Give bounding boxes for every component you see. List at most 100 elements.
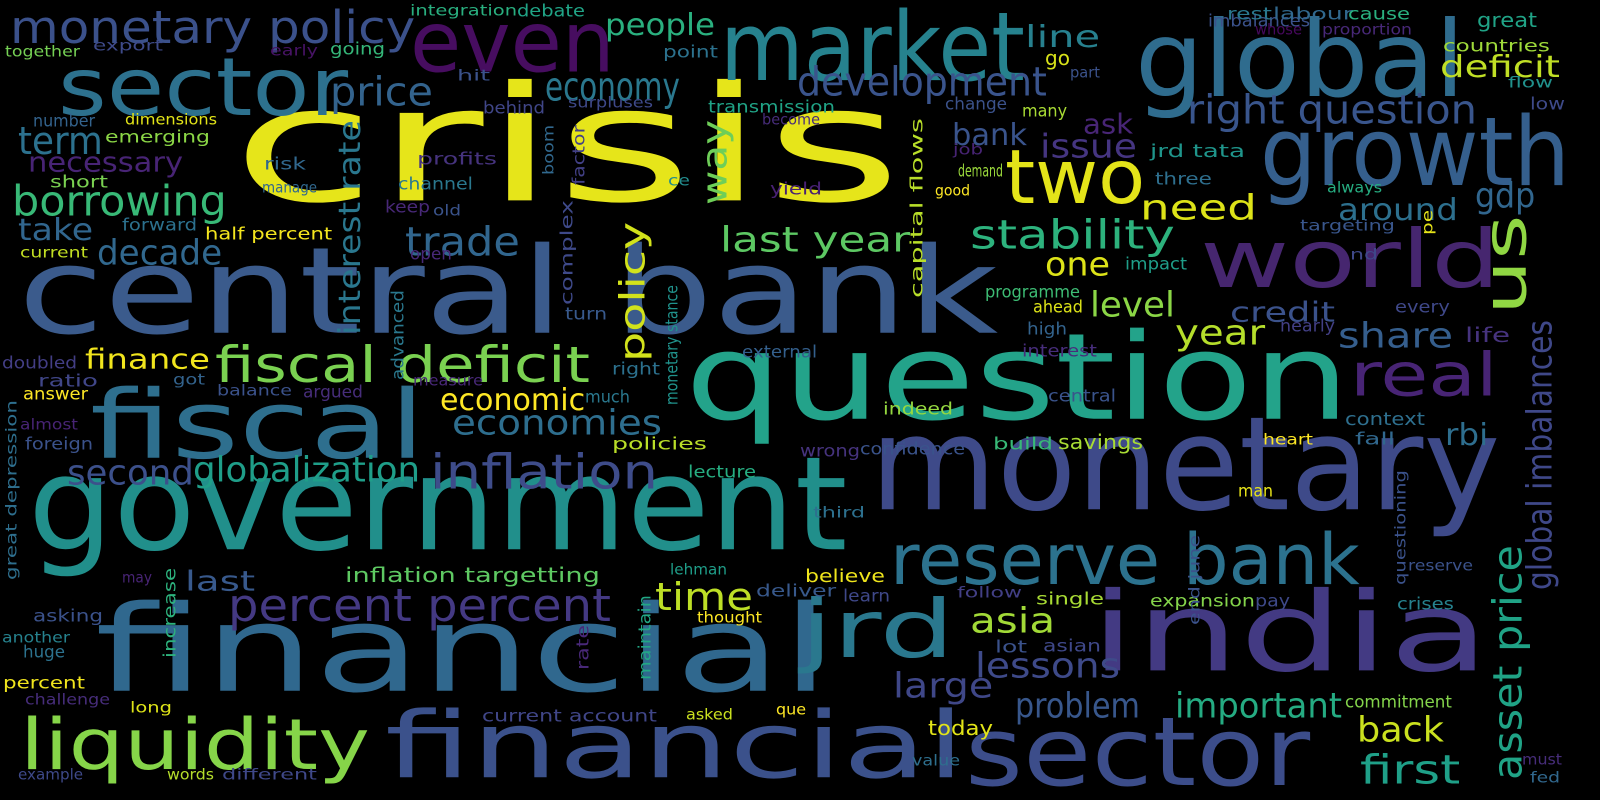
word-liquidity: liquidity [20, 703, 370, 786]
word-borrowing: borrowing [12, 176, 227, 226]
word-que: que [776, 700, 807, 719]
word-last: last [185, 564, 256, 598]
word-almost: almost [20, 415, 78, 434]
word-learn: learn [843, 585, 891, 606]
word-whose: whose [1255, 20, 1302, 39]
word-interest: interest [1022, 340, 1097, 361]
word-percent-percent: percent percent [228, 578, 611, 632]
word-inflation: inflation [430, 443, 658, 500]
word-decade: decade [97, 231, 223, 273]
word-confidence: confidence [860, 438, 966, 459]
word-may: may [122, 568, 152, 587]
word-issue: issue [1040, 127, 1137, 166]
word-bank: bank [952, 117, 1028, 153]
word-global-imbalances: global imbalances [1518, 320, 1560, 590]
word-lecture: lecture [688, 461, 757, 482]
word-believe: believe [805, 565, 885, 587]
word-monetary-stance: monetary stance [661, 285, 682, 405]
word-take: take [18, 212, 94, 248]
word-commitment: commitment [1345, 691, 1452, 712]
word-transmission: transmission [708, 96, 835, 117]
word-value: value [912, 751, 961, 770]
word-percent: percent [3, 672, 86, 693]
word-sector: sector [58, 40, 349, 135]
word-asking: asking [33, 605, 103, 626]
word-second: second [67, 451, 194, 493]
word-globalization: globalization [193, 448, 421, 490]
word-pay: pay [1255, 590, 1290, 611]
word-rbi: rbi [1445, 417, 1489, 453]
word-year: year [1175, 311, 1266, 353]
word-ask: ask [1083, 107, 1134, 141]
word-ahead: ahead [1033, 296, 1083, 317]
word-today: today [928, 716, 994, 740]
word-reserve-bank: reserve bank [890, 518, 1360, 601]
word-example: example [18, 765, 84, 784]
word-last-year: last year [720, 218, 911, 260]
word-current: current [20, 243, 88, 262]
word-around: around [1338, 192, 1458, 228]
word-profits: profits [417, 148, 497, 169]
word-important: important [1175, 684, 1343, 726]
word-factor: factor [568, 125, 589, 185]
word-deliver: deliver [756, 580, 837, 601]
word-must: must [1522, 750, 1563, 769]
word-export: export [93, 36, 163, 55]
word-way: way [693, 119, 735, 205]
word-trade: trade [405, 218, 520, 266]
word-central-bank: central bank [18, 221, 999, 362]
word-every: every [1395, 296, 1450, 317]
word-back: back [1357, 708, 1444, 750]
word-indeed: indeed [883, 398, 954, 419]
word-boom: boom [539, 124, 558, 175]
word-problem: problem [1015, 684, 1140, 726]
word-emerging: emerging [105, 126, 210, 147]
word-half-percent: half percent [205, 223, 333, 244]
word-job: job [953, 140, 984, 159]
word-manage: manage [262, 178, 318, 197]
word-crisis: crisis [232, 51, 902, 239]
word-nd: nd [1350, 245, 1378, 264]
word-growth: growth [1260, 96, 1570, 208]
word-policies: policies [612, 433, 707, 454]
word-many: many [1022, 100, 1068, 121]
word-always: always [1327, 178, 1383, 197]
word-high: high [1027, 318, 1068, 339]
word-pe: pe [1418, 210, 1437, 235]
word-dimensions: dimensions [125, 110, 218, 129]
word-fall: fall [1355, 428, 1396, 449]
word-cause: cause [1348, 3, 1411, 24]
word-people: people [605, 7, 715, 43]
word-finance: finance [85, 342, 210, 376]
word-go: go [1045, 46, 1070, 70]
word-become: become [762, 110, 821, 129]
word-programme: programme [985, 281, 1080, 302]
word-countries: countries [1443, 35, 1550, 56]
word-ratio: ratio [38, 370, 98, 391]
word-got: got [173, 370, 205, 389]
word-asked: asked [686, 705, 733, 724]
word-monetary-policy: monetary policy [10, 0, 416, 54]
word-world: world [1200, 212, 1501, 307]
word-even: even [410, 0, 615, 92]
word-us: us [1469, 214, 1540, 315]
word-imbalances: imbalances [1208, 10, 1310, 31]
word-early: early [270, 41, 318, 60]
word-huge: huge [23, 641, 65, 662]
word-financial: financial [385, 691, 965, 800]
word-integration: integration [410, 1, 518, 20]
word-questioning: questioning [1391, 470, 1410, 585]
word-line: line [1025, 19, 1101, 55]
word-great: great [1477, 8, 1538, 32]
word-lehman: lehman [670, 560, 727, 579]
word-need: need [1140, 186, 1257, 228]
word-right-question: right question [1187, 86, 1477, 134]
word-demand: demand [958, 160, 1003, 181]
word-crises: crises [1397, 593, 1454, 614]
word-man: man [1238, 480, 1274, 501]
word-single: single [1036, 588, 1105, 609]
word-maintain: maintain [634, 595, 655, 680]
word-financial: financial [95, 579, 830, 720]
word-three: three [1155, 168, 1212, 189]
